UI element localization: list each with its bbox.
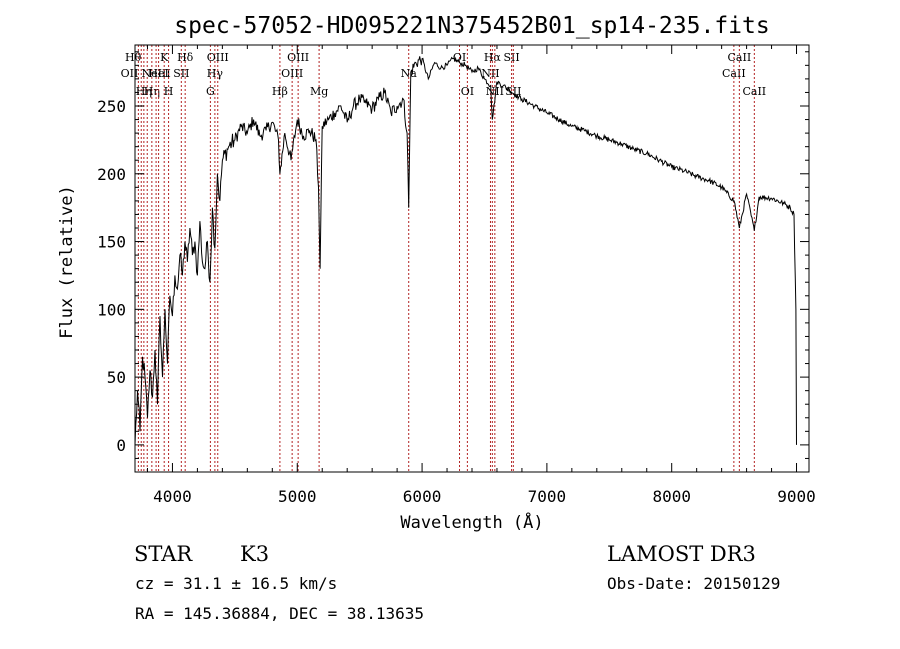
spectral-line-label: Na xyxy=(401,67,418,80)
spectral-line-label: H xyxy=(164,85,174,98)
spectral-line-label: OII xyxy=(121,67,139,80)
y-axis-label: Flux (relative) xyxy=(57,185,77,339)
redshift-readout: cz = 31.1 ± 16.5 km/s xyxy=(135,574,337,593)
spectral-line-label: CaII xyxy=(728,51,752,64)
x-tick-label: 6000 xyxy=(403,487,442,506)
y-tick-label: 200 xyxy=(97,165,126,184)
x-tick-label: 8000 xyxy=(652,487,691,506)
spectral-line-label: Hδ xyxy=(177,51,194,64)
x-tick-label: 9000 xyxy=(777,487,816,506)
object-subclass: K3 xyxy=(240,542,269,566)
y-tick-label: 50 xyxy=(107,368,126,387)
spectral-line-label: NII xyxy=(486,85,504,98)
y-axis-ticks: 0 50 100 150 200 250 xyxy=(97,51,809,459)
spectral-line-label: Hη xyxy=(144,85,160,98)
survey-name: LAMOST DR3 xyxy=(607,542,756,566)
spectral-line-label: NeIII xyxy=(142,67,171,80)
plot-frame xyxy=(134,44,810,473)
spectral-line-label: G xyxy=(206,85,215,98)
x-tick-label: 7000 xyxy=(528,487,567,506)
spectral-line-label: Hθ xyxy=(125,51,142,64)
spectral-line-label: Hη xyxy=(136,85,152,98)
spectrum-series-line xyxy=(134,56,797,445)
x-tick-label: 4000 xyxy=(153,487,192,506)
spectral-line-label: Mg xyxy=(310,85,328,98)
y-tick-label: 150 xyxy=(97,233,126,252)
spectral-line-label: CaII xyxy=(722,67,746,80)
spectral-line-label: SII xyxy=(173,67,189,80)
y-tick-label: 250 xyxy=(97,97,126,116)
spectral-line-label: OIII xyxy=(281,67,303,80)
x-axis-ticks: 4000 5000 6000 7000 8000 9000 xyxy=(146,45,816,506)
spectral-line-label: OIII xyxy=(287,51,309,64)
spectral-line-label: OI xyxy=(461,85,474,98)
x-tick-label: 5000 xyxy=(278,487,317,506)
y-tick-label: 0 xyxy=(116,436,126,455)
spectral-line-label: HeI xyxy=(148,67,168,80)
spectral-line-label: SII xyxy=(503,51,519,64)
observation-date: Obs-Date: 20150129 xyxy=(607,574,780,593)
y-tick-label: 100 xyxy=(97,300,126,319)
spectral-line-label: Hα xyxy=(484,51,502,64)
chart-title: spec-57052-HD095221N375452B01_sp14-235.f… xyxy=(174,13,769,39)
x-axis-label: Wavelength (Å) xyxy=(400,511,543,533)
spectral-line-label: Hβ xyxy=(272,85,288,98)
spectral-line-label: Hγ xyxy=(207,67,224,80)
spectral-line-label: OIII xyxy=(207,51,229,64)
coordinates-readout: RA = 145.36884, DEC = 38.13635 xyxy=(135,604,424,623)
object-class: STAR xyxy=(134,542,193,566)
spectral-line-label: K xyxy=(160,51,169,64)
spectral-line-label: CaII xyxy=(742,85,766,98)
